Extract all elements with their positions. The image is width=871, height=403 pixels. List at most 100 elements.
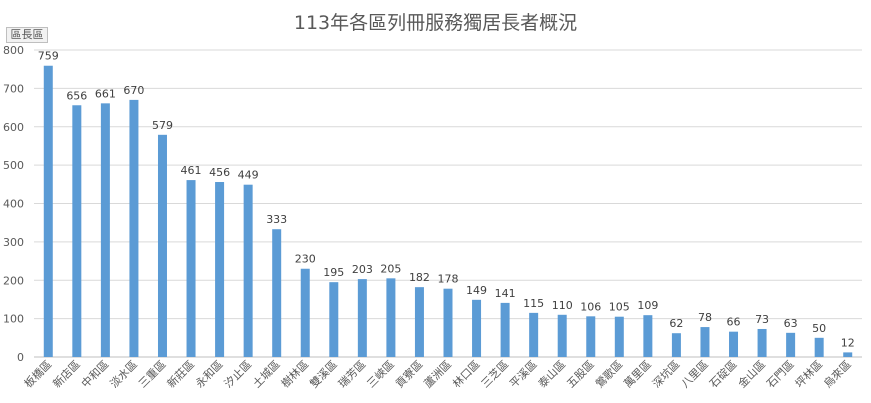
x-tick-label: 林口區: [449, 357, 482, 390]
data-label: 203: [352, 263, 373, 276]
bar: [500, 302, 510, 357]
chart-title: 113年各區列冊服務獨居長者概況: [293, 12, 578, 34]
bar: [614, 316, 624, 357]
bar: [386, 278, 396, 357]
data-label: 12: [841, 336, 855, 349]
data-label: 661: [95, 87, 116, 100]
data-label: 656: [66, 89, 87, 102]
x-tick-label: 三芝區: [479, 358, 512, 391]
x-tick-label: 石碇區: [706, 357, 739, 390]
x-tick-label: 萬里區: [621, 358, 654, 391]
data-label: 115: [523, 297, 544, 310]
bar: [215, 182, 225, 357]
x-tick-label: 雙溪區: [307, 358, 340, 391]
bar: [100, 103, 110, 357]
x-tick-label: 板橋區: [21, 357, 54, 390]
x-tick-label: 瑞芳區: [335, 357, 368, 390]
data-label: 110: [552, 299, 573, 312]
x-tick-label: 三重區: [135, 357, 168, 390]
x-tick-label: 坪林區: [792, 357, 825, 390]
data-label: 579: [152, 119, 173, 132]
x-tick-label: 金山區: [735, 357, 768, 390]
y-tick-label: 200: [3, 274, 24, 287]
bar: [529, 312, 539, 357]
x-tick-label: 永和區: [192, 357, 225, 390]
y-tick-label: 600: [3, 121, 24, 134]
bar: [414, 287, 424, 357]
data-label: 63: [784, 317, 798, 330]
data-label: 195: [323, 266, 344, 279]
data-label: 78: [698, 311, 712, 324]
x-tick-label: 石門區: [764, 358, 797, 391]
data-label: 461: [181, 164, 202, 177]
bar: [671, 333, 681, 357]
bar: [157, 134, 167, 357]
y-tick-label: 500: [3, 159, 24, 172]
y-tick-label: 400: [3, 198, 24, 211]
data-label: 182: [409, 271, 430, 284]
x-tick-label: 泰山區: [535, 357, 568, 390]
bar: [329, 282, 339, 357]
x-tick-label: 淡水區: [108, 358, 141, 391]
y-tick-label: 300: [3, 236, 24, 249]
data-label: 178: [438, 273, 459, 286]
data-label: 759: [38, 50, 59, 63]
bar: [300, 268, 310, 357]
data-label: 106: [580, 300, 601, 313]
x-tick-label: 深坑區: [649, 357, 682, 390]
bar: [586, 316, 596, 357]
data-label: 73: [755, 313, 769, 326]
data-label: 333: [266, 213, 287, 226]
x-tick-label: 中和區: [79, 358, 112, 391]
data-label: 670: [123, 84, 144, 97]
y-tick-label: 0: [17, 351, 24, 364]
data-label: 205: [380, 262, 401, 275]
bar: [243, 184, 253, 357]
data-label: 141: [495, 287, 516, 300]
x-tick-label: 五股區: [564, 358, 597, 391]
x-tick-label: 新莊區: [164, 357, 197, 390]
data-label: 230: [295, 253, 316, 266]
data-label: 456: [209, 166, 230, 179]
x-tick-label: 鶯歌區: [592, 357, 625, 390]
bar: [357, 279, 367, 357]
data-label: 66: [727, 316, 741, 329]
bar: [757, 328, 767, 357]
x-tick-label: 土城區: [250, 358, 283, 391]
bar: [186, 180, 196, 357]
y-tick-label: 100: [3, 313, 24, 326]
bar: [843, 352, 853, 357]
bar: [472, 299, 482, 357]
x-tick-label: 八里區: [679, 358, 712, 391]
bar: [814, 337, 824, 357]
x-tick-label: 新店區: [50, 357, 83, 390]
x-tick-label: 烏來區: [821, 357, 854, 390]
x-tick-label: 三峽區: [364, 358, 397, 391]
y-tick-label: 800: [3, 44, 24, 57]
x-tick-label: 平溪區: [507, 358, 540, 391]
data-label: 62: [669, 317, 683, 330]
bar: [72, 105, 82, 357]
bar: [129, 99, 139, 357]
bar: [272, 229, 282, 357]
data-label: 449: [238, 169, 259, 182]
bar: [443, 288, 453, 357]
x-tick-label: 樹林區: [278, 357, 311, 390]
x-tick-label: 汐止區: [221, 357, 254, 390]
bar: [557, 314, 567, 357]
bar: [729, 331, 739, 357]
bar: [43, 65, 53, 357]
x-tick-label: 貢寮區: [392, 357, 425, 390]
x-tick-label: 蘆洲區: [421, 357, 454, 390]
data-label: 50: [812, 322, 826, 335]
data-label: 105: [609, 301, 630, 314]
bar: [786, 332, 796, 357]
legend-tag: 區長區: [6, 27, 48, 43]
bar: [700, 327, 710, 357]
data-label: 109: [637, 299, 658, 312]
bar: [643, 315, 653, 357]
data-label: 149: [466, 284, 487, 297]
y-tick-label: 700: [3, 82, 24, 95]
